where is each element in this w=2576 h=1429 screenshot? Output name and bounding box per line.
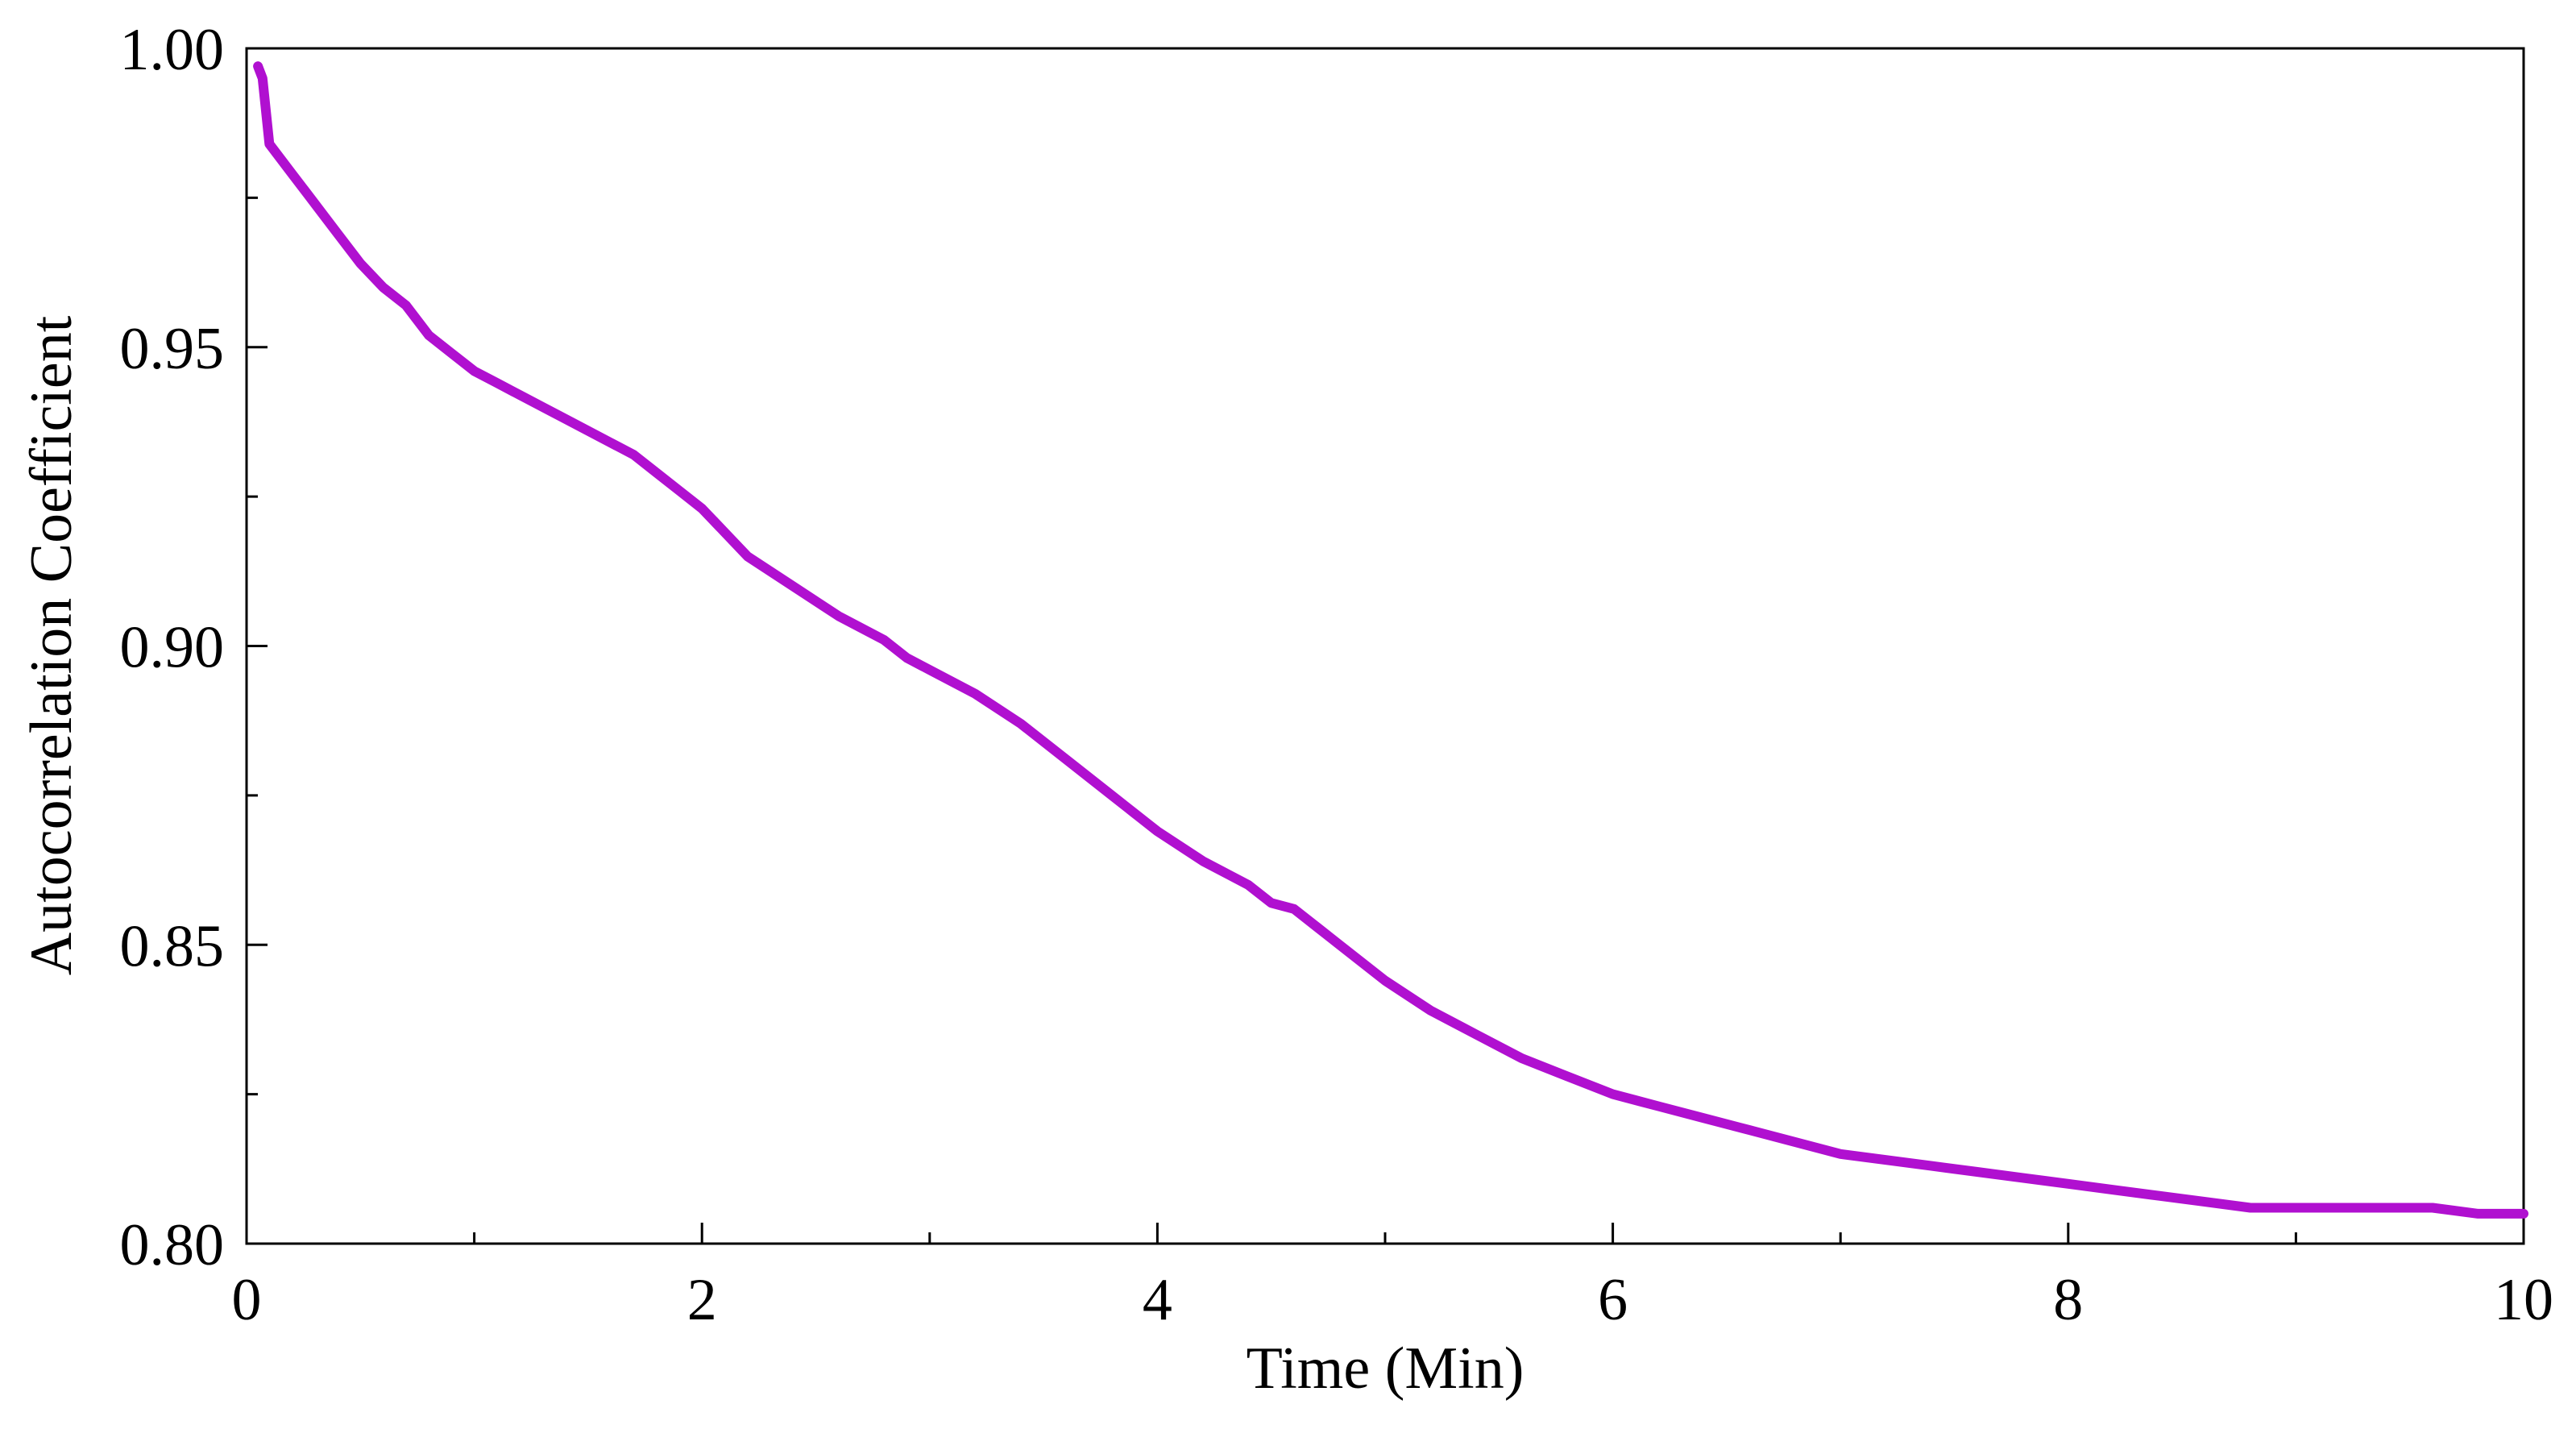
y-axis-label: Autocorrelation Coefficient <box>19 315 85 975</box>
y-axis-tick-labels: 0.80 0.85 0.90 0.95 1.00 <box>120 17 225 1278</box>
series-line <box>253 61 2528 1219</box>
x-tick-label: 10 <box>2494 1267 2553 1333</box>
y-tick-label: 0.85 <box>120 913 225 979</box>
x-axis-tick-labels: 0 2 4 6 8 10 <box>232 1267 2554 1333</box>
plot-frame <box>245 47 2525 1245</box>
y-tick-label: 1.00 <box>120 17 225 83</box>
x-tick-label: 0 <box>232 1267 262 1333</box>
x-tick-label: 4 <box>1143 1267 1172 1333</box>
x-axis-label: Time (Min) <box>1247 1336 1524 1402</box>
y-tick-label: 0.90 <box>120 615 225 681</box>
x-tick-label: 8 <box>2053 1267 2083 1333</box>
y-axis-ticks <box>247 47 268 1245</box>
y-tick-label: 0.80 <box>120 1212 225 1278</box>
x-tick-label: 2 <box>687 1267 717 1333</box>
x-tick-label: 6 <box>1598 1267 1628 1333</box>
y-tick-label: 0.95 <box>120 316 225 382</box>
x-axis-ticks <box>245 1223 2525 1244</box>
series-group <box>253 61 2528 1219</box>
